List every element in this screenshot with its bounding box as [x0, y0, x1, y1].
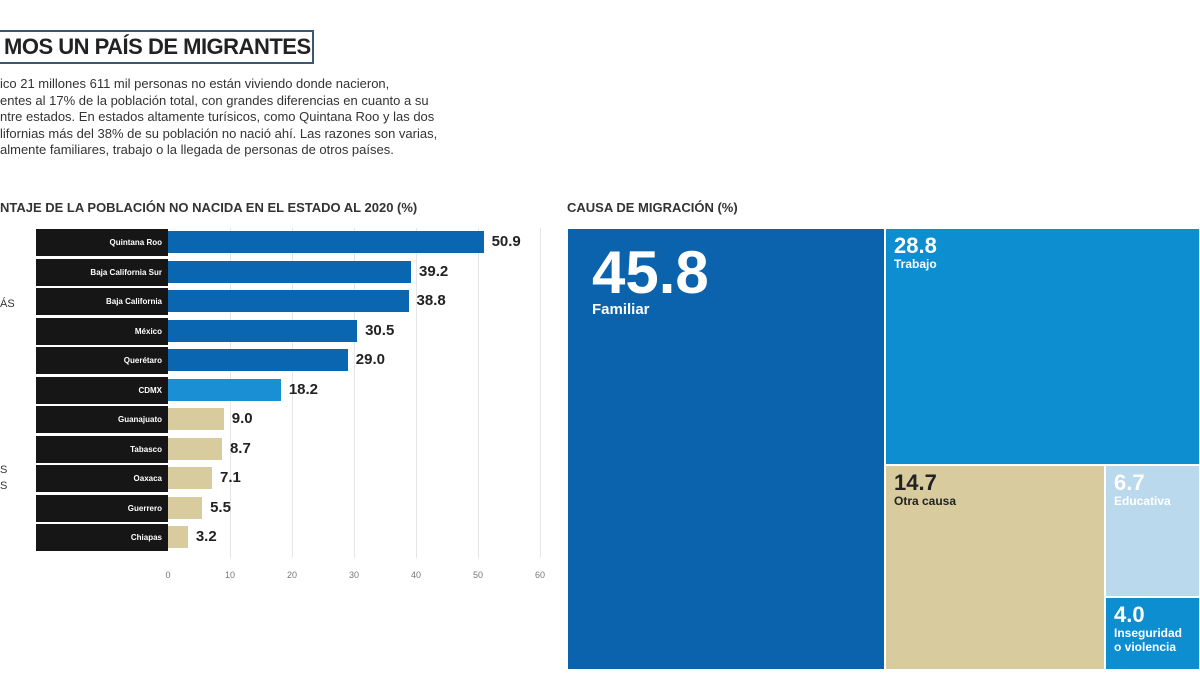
category-label: Oaxaca	[36, 465, 168, 492]
gridline	[416, 228, 417, 558]
gridline	[540, 228, 541, 558]
bar	[168, 260, 412, 283]
bar	[168, 496, 203, 519]
treemap-cell-familiar: 45.8 Familiar	[567, 228, 885, 670]
bar	[168, 378, 281, 401]
treemap-label: Trabajo	[894, 257, 937, 271]
category-label: Tabasco	[36, 435, 168, 463]
category-label: México	[36, 317, 168, 345]
value-label: 29.0	[355, 351, 385, 368]
x-tick-label: 10	[224, 570, 235, 580]
value-label: 5.5	[210, 498, 231, 516]
intro-text: ico 21 millones 611 mil personas no está…	[0, 76, 438, 157]
treemap-value: 45.8	[592, 239, 709, 306]
value-label: 50.9	[491, 233, 521, 250]
category-label: Baja California	[36, 288, 168, 315]
side-label: S S	[0, 464, 8, 492]
gridline	[292, 228, 293, 558]
value-label: 7.1	[220, 469, 241, 486]
value-label: 3.2	[195, 528, 217, 545]
treemap-value: 4.0	[1114, 602, 1145, 627]
bar	[168, 319, 358, 342]
treemap-value: 14.7	[894, 470, 937, 495]
side-label: ÁS	[0, 298, 15, 310]
value-label: 38.8	[416, 292, 446, 309]
treemap-label: Educativa	[1114, 494, 1171, 508]
treemap-cell-otra-causa: 14.7 Otra causa	[885, 465, 1105, 670]
bar	[168, 467, 213, 489]
bar	[168, 437, 222, 460]
value-label: 9.0	[231, 410, 253, 427]
bar	[168, 349, 348, 371]
treemap-label: Otra causa	[894, 494, 957, 508]
page-title: MOS UN PAÍS DE MIGRANTES	[0, 30, 314, 64]
treemap-label: Familiar	[592, 301, 650, 318]
treemap-label: Inseguridad o violencia	[1114, 626, 1183, 654]
value-label: 39.2	[419, 262, 449, 280]
treemap-value: 6.7	[1114, 470, 1145, 495]
value-label: 8.7	[229, 439, 251, 457]
gridline	[478, 228, 479, 558]
treemap-cell-trabajo: 28.8 Trabajo	[885, 228, 1200, 465]
bar-chart-title: NTAJE DE LA POBLACIÓN NO NACIDA EN EL ES…	[0, 200, 418, 215]
bar	[168, 231, 484, 253]
treemap-value: 28.8	[894, 233, 937, 258]
treemap-cell-educativa: 6.7 Educativa	[1105, 465, 1200, 597]
x-tick-label: 0	[165, 570, 171, 580]
x-tick-label: 60	[534, 570, 545, 580]
x-tick-label: 30	[348, 570, 359, 580]
category-label: Querétaro	[36, 347, 168, 374]
value-label: 18.2	[288, 380, 319, 398]
value-label: 30.5	[365, 321, 395, 339]
bar	[168, 526, 188, 548]
x-tick-label: 40	[410, 570, 421, 580]
category-label: Quintana Roo	[36, 229, 168, 256]
treemap-cell-inseguridad: 4.0 Inseguridad o violencia	[1105, 597, 1200, 670]
x-tick-label: 50	[472, 570, 483, 580]
gridline	[354, 228, 355, 558]
treemap-title: CAUSA DE MIGRACIÓN (%)	[567, 200, 738, 215]
bar	[168, 290, 409, 312]
bar	[168, 408, 224, 430]
category-label: Baja California Sur	[36, 258, 168, 286]
category-label: Chiapas	[36, 524, 168, 551]
category-label: Guanajuato	[36, 406, 168, 433]
category-label: Guerrero	[36, 494, 168, 522]
x-tick-label: 20	[286, 570, 297, 580]
category-label: CDMX	[36, 376, 168, 404]
